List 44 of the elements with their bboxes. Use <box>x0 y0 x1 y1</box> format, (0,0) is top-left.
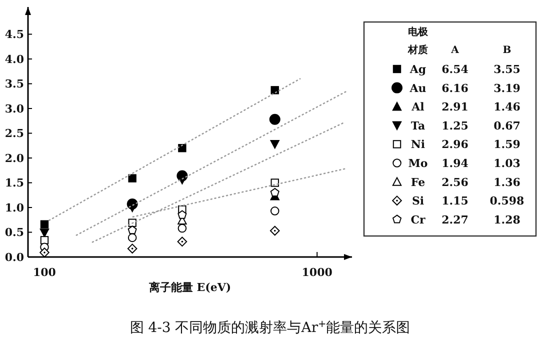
text: 1.46 <box>494 100 521 114</box>
y-tick-label: 4.5 <box>4 28 24 42</box>
text: B <box>502 45 512 56</box>
legend-label: Mo <box>408 157 428 170</box>
text: 6.54 <box>442 63 469 76</box>
y-tick-label: 3.5 <box>4 78 24 91</box>
legend-label: Ag <box>408 63 426 76</box>
text: 1.03 <box>494 157 520 170</box>
y-tick-label: 4.0 <box>4 52 24 66</box>
x-tick-label: 1000 <box>302 266 333 279</box>
x-tick-label: 100 <box>33 266 56 279</box>
legend-label: Fe <box>410 176 426 189</box>
text: 1.28 <box>494 213 521 226</box>
text: 图 4-3 不同物质的溅射率与Ar$^{+}$能量的关系图 <box>130 318 410 336</box>
text: 1.15 <box>442 194 468 208</box>
legend-label: Si <box>412 194 424 208</box>
legend-label: Al <box>410 100 424 114</box>
legend-label: Ni <box>410 138 426 152</box>
text: 1.59 <box>494 138 520 152</box>
text: 2.56 <box>442 176 469 189</box>
text: 1.36 <box>494 176 521 189</box>
y-tick-label: 3.0 <box>4 102 24 116</box>
text: 2.91 <box>442 100 468 114</box>
legend-title: 电极材质 <box>407 26 429 56</box>
legend-label: Ta <box>410 119 426 132</box>
legend-label: Cr <box>410 213 426 226</box>
y-tick-label: 0.0 <box>4 251 24 264</box>
text: 3.55 <box>494 63 520 76</box>
y-tick-label: 1.0 <box>4 201 24 214</box>
text: 3.19 <box>494 82 520 95</box>
text: A <box>450 45 460 56</box>
text: 1.94 <box>442 157 469 170</box>
y-tick-label: 2.5 <box>4 127 24 140</box>
y-tick-label: 2.0 <box>4 152 24 165</box>
text: 1.25 <box>442 119 468 132</box>
text: 6.16 <box>442 82 469 95</box>
y-tick-label: 1.5 <box>4 176 24 190</box>
text: 2.27 <box>442 213 468 226</box>
text: 0.67 <box>494 119 520 132</box>
text: 0.598 <box>490 194 525 208</box>
text: 2.96 <box>442 138 469 152</box>
x-axis-title: 离子能量 E(eV) <box>148 281 232 294</box>
y-tick-label: 0.5 <box>4 226 24 240</box>
legend-label: Au <box>408 82 426 95</box>
